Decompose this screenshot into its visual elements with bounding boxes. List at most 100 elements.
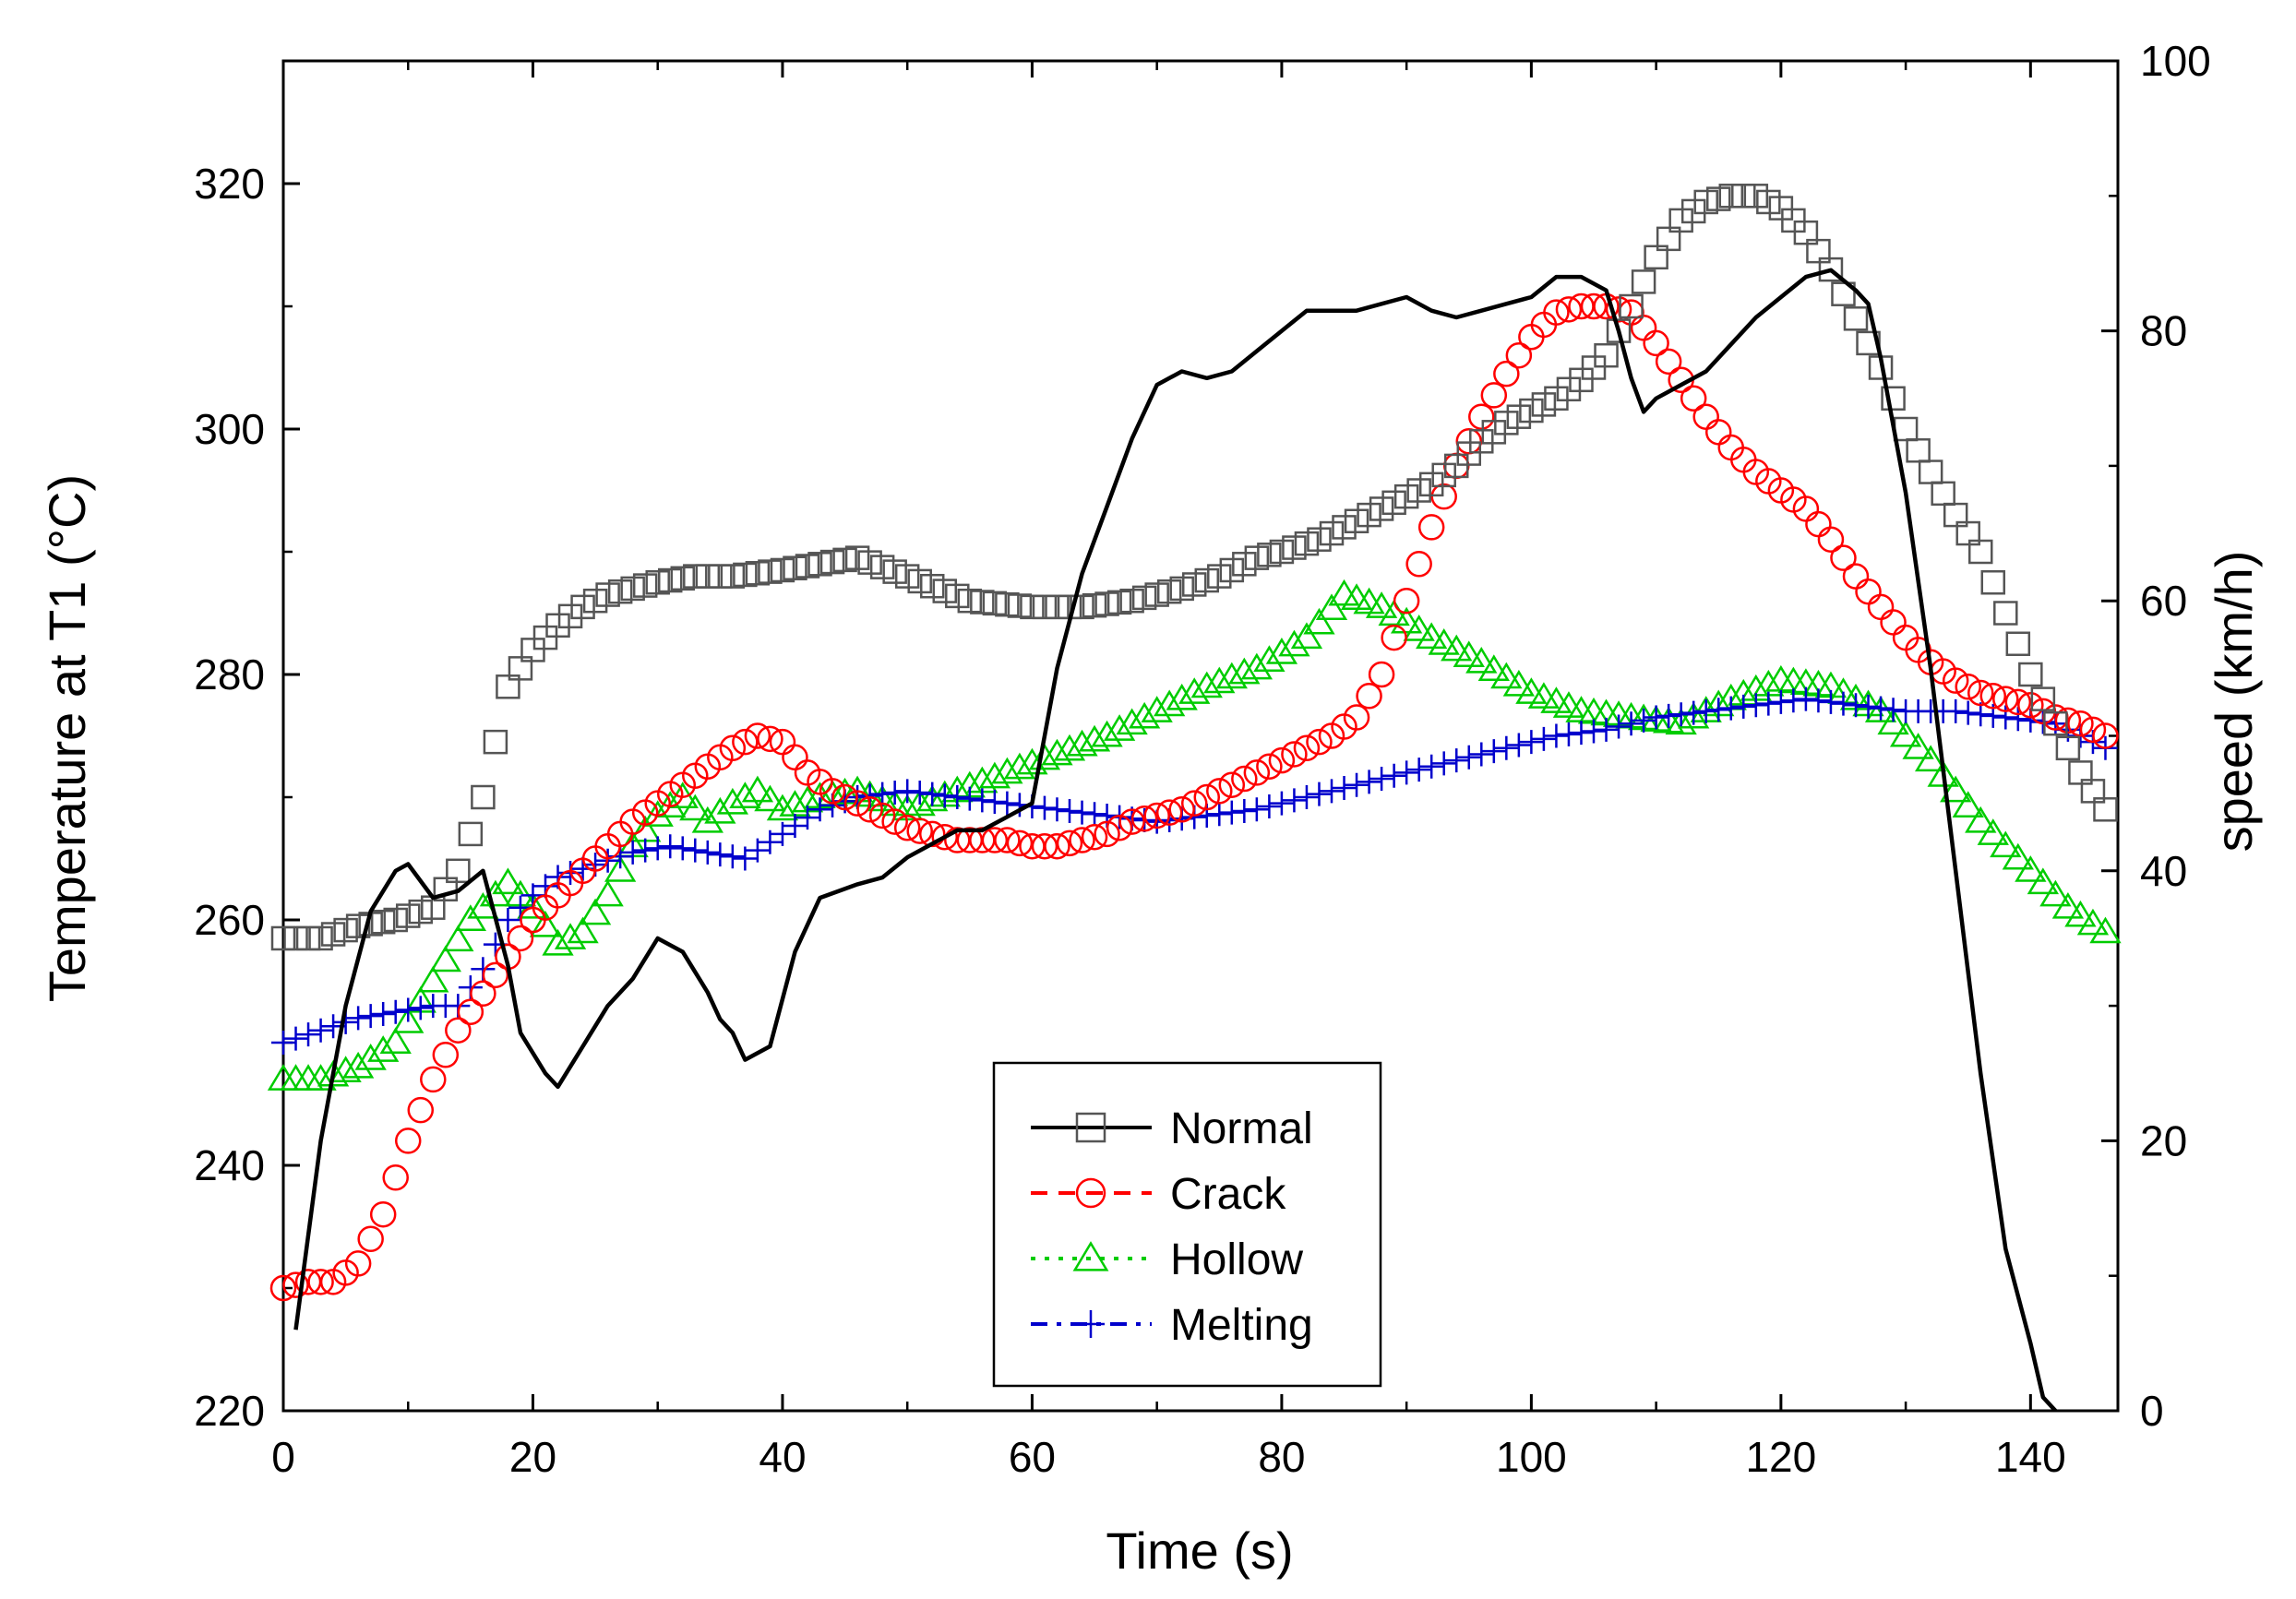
point-melting	[1381, 763, 1406, 788]
point-melting	[1856, 694, 1881, 719]
point-crack	[357, 1225, 384, 1253]
point-hollow	[2076, 908, 2110, 936]
point-hollow	[1240, 652, 1274, 680]
point-crack	[1106, 815, 1133, 841]
point-crack	[1218, 771, 1246, 798]
x-tick-label: 80	[1258, 1433, 1305, 1481]
point-hollow	[1465, 646, 1498, 674]
point-normal	[795, 554, 820, 579]
point-normal	[1743, 184, 1769, 209]
point-hollow	[592, 879, 624, 907]
point-normal	[2018, 662, 2043, 687]
legend-label-melting: Melting	[1170, 1301, 1313, 1350]
point-melting	[1619, 711, 1644, 736]
point-normal	[745, 561, 771, 586]
point-crack	[394, 1128, 422, 1154]
point-crack	[1630, 315, 1657, 341]
point-melting	[1668, 702, 1693, 727]
point-normal	[520, 638, 545, 662]
point-normal	[957, 588, 983, 614]
point-normal	[1781, 208, 1806, 233]
point-normal	[733, 562, 758, 588]
point-normal	[1906, 438, 1931, 463]
point-crack	[420, 1066, 447, 1093]
point-melting	[1881, 698, 1906, 722]
point-melting	[1556, 722, 1581, 746]
point-normal	[982, 591, 1008, 616]
point-normal	[433, 877, 459, 901]
point-crack	[432, 1042, 460, 1068]
point-crack	[2029, 698, 2057, 725]
point-melting	[1431, 751, 1456, 776]
point-hollow	[2089, 916, 2122, 944]
point-hollow	[604, 855, 637, 882]
point-normal	[832, 547, 857, 573]
point-crack	[1143, 802, 1170, 829]
point-normal	[1257, 543, 1282, 567]
legend-label-normal: Normal	[1170, 1104, 1313, 1153]
point-crack	[931, 823, 959, 851]
point-crack	[1193, 783, 1221, 811]
point-normal	[308, 925, 333, 951]
point-melting	[920, 782, 945, 806]
point-melting	[807, 797, 832, 822]
point-melting	[1244, 797, 1269, 822]
point-melting	[1494, 735, 1519, 760]
point-crack	[1243, 759, 1271, 786]
point-normal	[1544, 386, 1569, 411]
point-hollow	[554, 923, 587, 949]
point-hollow	[1403, 615, 1435, 641]
x-tick-label: 140	[1995, 1433, 2066, 1481]
point-hollow	[2027, 867, 2060, 895]
point-melting	[1032, 795, 1057, 820]
x-tick-label: 60	[1009, 1433, 1056, 1481]
point-normal	[2068, 760, 2093, 785]
point-crack	[1293, 734, 1321, 762]
point-hollow	[1453, 640, 1485, 668]
point-melting	[1345, 772, 1369, 797]
point-melting	[1070, 800, 1094, 825]
y-tick-label: 260	[194, 896, 265, 944]
point-hollow	[1428, 628, 1460, 655]
point-hollow	[492, 867, 524, 895]
point-crack	[407, 1096, 435, 1124]
point-melting	[945, 785, 970, 809]
x-tick-label: 20	[509, 1433, 556, 1481]
point-hollow	[379, 1027, 412, 1054]
point-normal	[1181, 572, 1207, 597]
point-hollow	[1178, 677, 1211, 704]
point-hollow	[1315, 593, 1348, 621]
point-hollow	[1303, 607, 1335, 635]
point-hollow	[1078, 724, 1111, 752]
point-hollow	[529, 910, 562, 937]
point-crack	[1417, 514, 1445, 541]
point-normal	[758, 559, 783, 584]
y2-tick-label: 100	[2140, 37, 2211, 85]
point-hollow	[1053, 734, 1086, 761]
point-normal	[1406, 478, 1431, 503]
point-normal	[1993, 601, 2018, 626]
point-crack	[1842, 563, 1870, 590]
point-melting	[1544, 723, 1569, 748]
y-tick-label: 220	[194, 1387, 265, 1435]
point-normal	[1369, 496, 1394, 521]
x-tick-label: 40	[759, 1433, 806, 1481]
point-crack	[1979, 683, 2007, 710]
point-hollow	[1091, 720, 1123, 747]
point-melting	[1743, 693, 1768, 718]
point-crack	[1805, 510, 1832, 538]
point-normal	[683, 564, 708, 589]
point-melting	[1332, 776, 1357, 801]
point-crack	[1967, 679, 1994, 707]
point-hollow	[1940, 775, 1972, 803]
point-hollow	[1477, 654, 1510, 681]
point-normal	[270, 925, 296, 951]
point-melting	[907, 781, 932, 805]
point-crack	[269, 1274, 297, 1302]
point-normal	[1469, 429, 1494, 454]
point-hollow	[417, 965, 449, 993]
point-crack	[1543, 299, 1570, 326]
point-melting	[296, 1022, 321, 1047]
point-crack	[881, 808, 908, 835]
point-normal	[557, 603, 583, 629]
